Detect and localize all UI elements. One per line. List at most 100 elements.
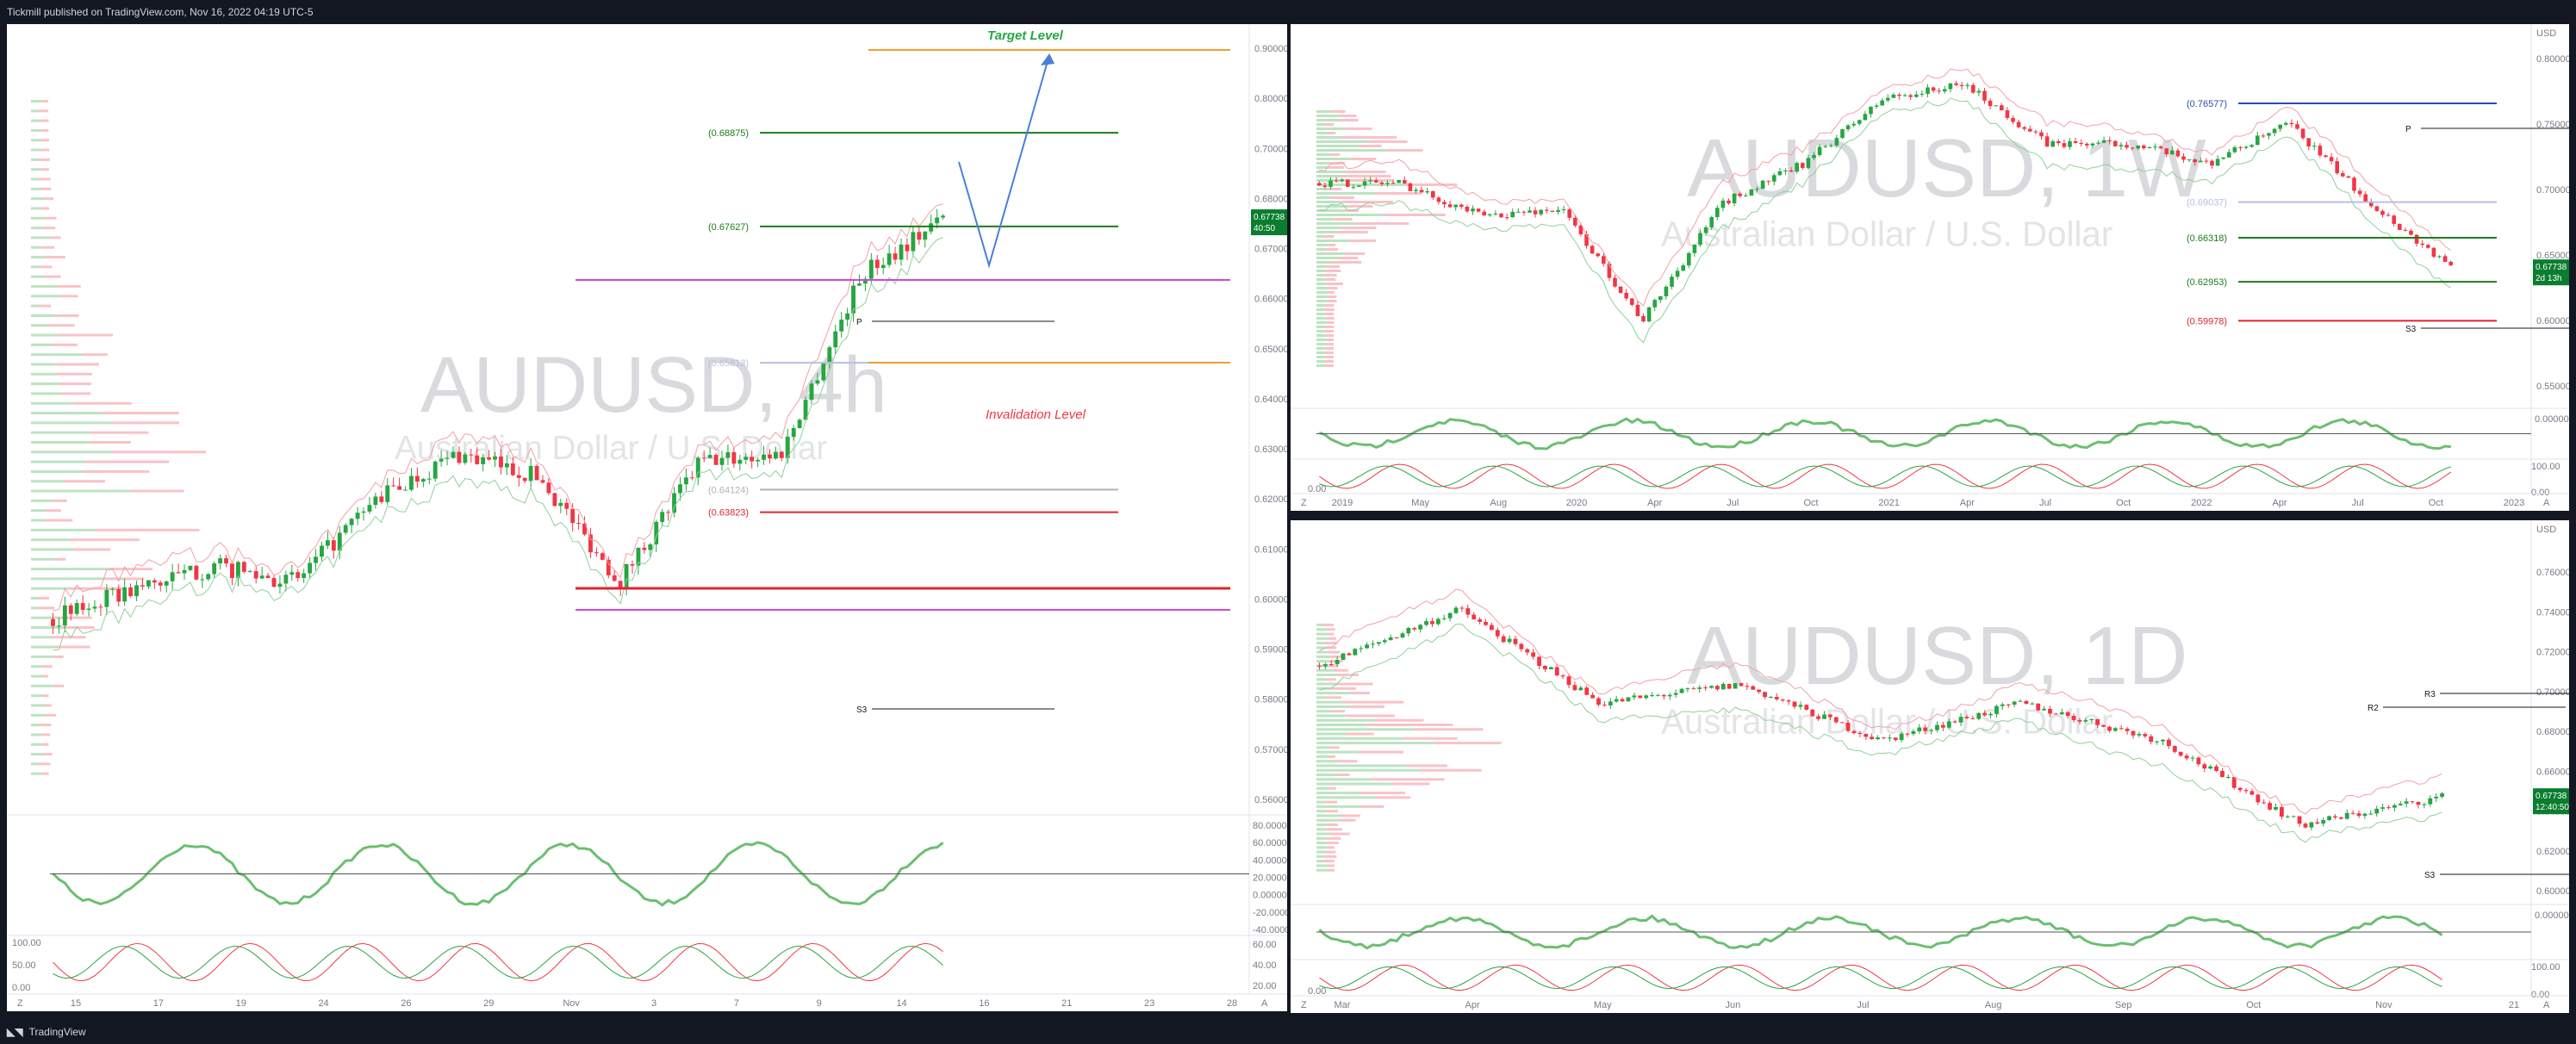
candle-body — [2033, 131, 2038, 133]
candle-body — [701, 457, 706, 459]
volume-profile-bar-down — [1322, 854, 1337, 858]
candle-body — [923, 231, 928, 240]
volume-profile-bar-up — [1316, 860, 1323, 863]
candle-body — [1697, 687, 1702, 689]
candle-body — [1539, 209, 1544, 214]
candle-body — [1519, 643, 1524, 649]
time-axis-tick: Oct — [2429, 498, 2443, 508]
volume-profile-bar-up — [31, 353, 83, 357]
pivot-label: P — [856, 318, 862, 327]
candle-body — [218, 558, 223, 564]
watermark-description: Australian Dollar / U.S. Dollar — [1661, 214, 2112, 254]
candle-body — [176, 572, 181, 574]
volume-profile-bar-up — [1316, 760, 1335, 763]
chart-panel-4h[interactable]: AUDUSD, 4h Australian Dollar / U.S. Dolla… — [7, 24, 1287, 1011]
oscillator-axis-tick: 0.00 — [12, 983, 30, 993]
candle-body — [2084, 143, 2089, 146]
volume-profile-bar-up — [1316, 746, 1329, 749]
candle-body — [1908, 95, 1913, 97]
volume-profile-bar-up — [1316, 805, 1361, 808]
candle-body — [2130, 147, 2135, 149]
volume-profile-bar-down — [1434, 742, 1502, 745]
candle-body — [2386, 807, 2391, 809]
volume-profile-bar-down — [45, 704, 52, 707]
volume-profile-bar-up — [1316, 244, 1329, 246]
volume-profile-bar-down — [1374, 192, 1422, 195]
volume-profile-bar-down — [1326, 678, 1336, 681]
candle-body — [2243, 146, 2249, 148]
oscillator-line-red — [53, 942, 943, 982]
time-axis-tick: 21 — [1061, 998, 1072, 1009]
candle-body — [1601, 256, 1606, 264]
volume-profile-bar-up — [1316, 209, 1346, 212]
volume-profile-bar-up — [1316, 660, 1330, 663]
candle-body — [385, 485, 390, 502]
candle-body — [2125, 728, 2130, 731]
candle-body — [929, 223, 934, 232]
candle-body — [241, 562, 246, 572]
candle-body — [2022, 127, 2027, 129]
candle-body — [868, 259, 874, 279]
volume-profile-bar-down — [42, 694, 49, 698]
candle-body — [1638, 695, 1643, 699]
candle-body — [2011, 117, 2015, 122]
footer-brand[interactable]: TradingView — [28, 1026, 86, 1038]
candle-body — [409, 475, 414, 490]
volume-profile-bar-up — [1316, 778, 1371, 781]
candle-body — [1590, 245, 1595, 254]
candle-body — [451, 451, 456, 458]
volume-profile-bar-up — [31, 256, 47, 259]
volume-profile-bar-down — [1375, 796, 1411, 799]
volume-profile-bar-down — [1322, 624, 1335, 626]
candle-body — [773, 451, 778, 459]
price-axis-tick: 0.65000 — [1254, 345, 1287, 355]
candle-body — [2131, 730, 2136, 736]
volume-profile-bar-up — [31, 441, 89, 444]
chart-panel-1d[interactable]: AUDUSD, 1D Australian Dollar / U.S. Dolla… — [1291, 520, 2569, 1013]
tradingview-logo-icon[interactable]: ◣◥ — [7, 1026, 23, 1038]
volume-profile-bar-down — [1360, 805, 1384, 808]
volume-profile-bar-up — [1316, 175, 1340, 177]
candle-body — [1435, 618, 1440, 625]
volume-profile-bar-up — [31, 762, 38, 766]
candle-body — [1510, 211, 1515, 218]
volume-profile-bar-up — [1316, 183, 1405, 186]
candle-body — [1827, 714, 1832, 718]
candle-body — [1679, 688, 1684, 693]
candle-body — [1487, 214, 1492, 216]
volume-profile-bar-down — [88, 441, 131, 444]
volume-profile-bar-up — [31, 314, 55, 317]
volume-profile-bar-down — [1326, 132, 1336, 134]
candle-body — [379, 496, 384, 502]
volume-profile-bar-down — [1366, 724, 1453, 726]
candle-body — [361, 511, 366, 513]
candle-body — [1478, 619, 1483, 622]
candle-body — [683, 477, 688, 485]
volume-profile-bar-up — [31, 625, 63, 629]
volume-profile-bar-up — [1316, 115, 1341, 117]
volume-profile-bar-up — [1316, 257, 1339, 259]
candle-body — [1959, 84, 1964, 86]
chart-panel-1w[interactable]: AUDUSD, 1W Australian Dollar / U.S. Dolla… — [1291, 24, 2569, 511]
volume-profile-bar-down — [40, 148, 50, 152]
volume-profile-bar-up — [1316, 351, 1326, 354]
candle-body — [1419, 190, 1424, 193]
volume-profile-bar-down — [82, 353, 108, 357]
candle-body — [1353, 649, 1358, 656]
candle-body — [504, 463, 509, 468]
volume-profile-bar-up — [31, 363, 56, 366]
volume-profile-bar-down — [1367, 140, 1408, 143]
candle-body — [2143, 734, 2148, 736]
candle-body — [1495, 630, 1500, 637]
volume-profile-bar-down — [1327, 628, 1335, 631]
candle-body — [1402, 180, 1407, 183]
time-axis-tick: Sep — [2115, 1000, 2132, 1010]
volume-profile-bar-down — [40, 245, 55, 249]
candle-body — [1816, 716, 1821, 719]
volume-profile-bar-down — [1324, 360, 1335, 363]
candle-body — [2267, 133, 2271, 136]
volume-profile-bar-up — [1316, 668, 1332, 672]
